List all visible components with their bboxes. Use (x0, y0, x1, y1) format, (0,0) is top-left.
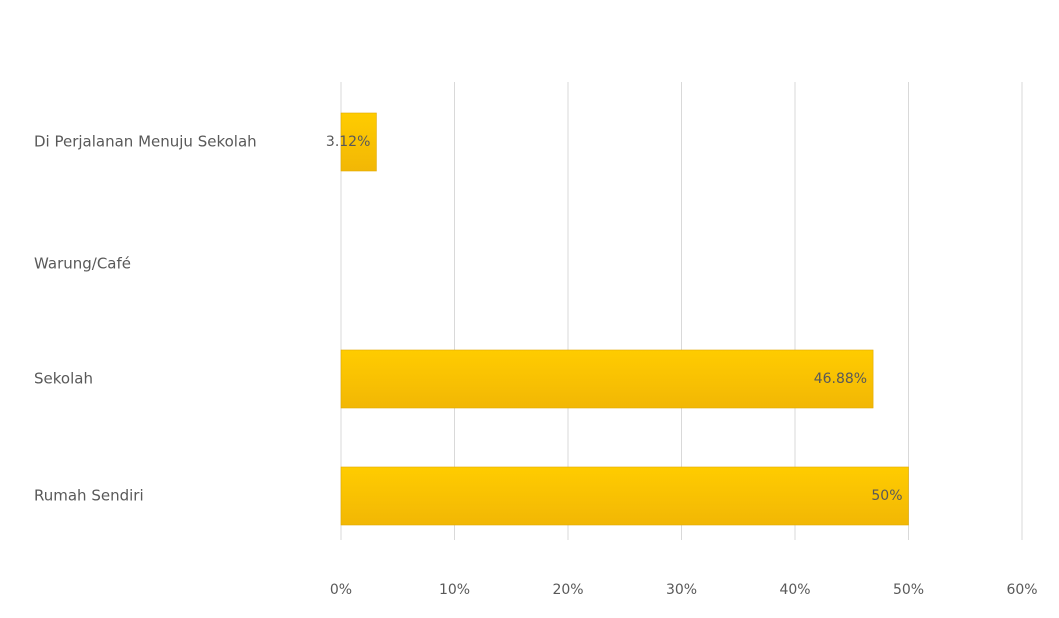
bar-4 (340, 466, 909, 526)
category-label: Warung/Café (34, 255, 131, 273)
x-tick-label: 10% (439, 582, 470, 598)
category-labels: Di Perjalanan Menuju Sekolah Warung/Café S… (34, 133, 257, 505)
data-labels: 3.12% 46.88% 50% (326, 134, 903, 504)
category-label: Rumah Sendiri (34, 487, 144, 505)
x-tick-label: 60% (1006, 582, 1037, 598)
category-label: Di Perjalanan Menuju Sekolah (34, 133, 257, 151)
gridlines (340, 82, 1023, 540)
bars (340, 112, 909, 526)
data-label: 50% (871, 488, 902, 504)
bar-1 (340, 112, 377, 172)
data-label: 46.88% (814, 371, 867, 387)
x-tick-label: 30% (666, 582, 697, 598)
x-tick-label: 50% (893, 582, 924, 598)
category-label: Sekolah (34, 370, 93, 388)
data-label: 3.12% (326, 134, 370, 150)
x-tick-label: 40% (779, 582, 810, 598)
bar-3 (340, 349, 874, 409)
x-axis-tick-labels: 0% 10% 20% 30% 40% 50% 60% (330, 582, 1038, 598)
x-tick-label: 0% (330, 582, 352, 598)
x-tick-label: 20% (552, 582, 583, 598)
